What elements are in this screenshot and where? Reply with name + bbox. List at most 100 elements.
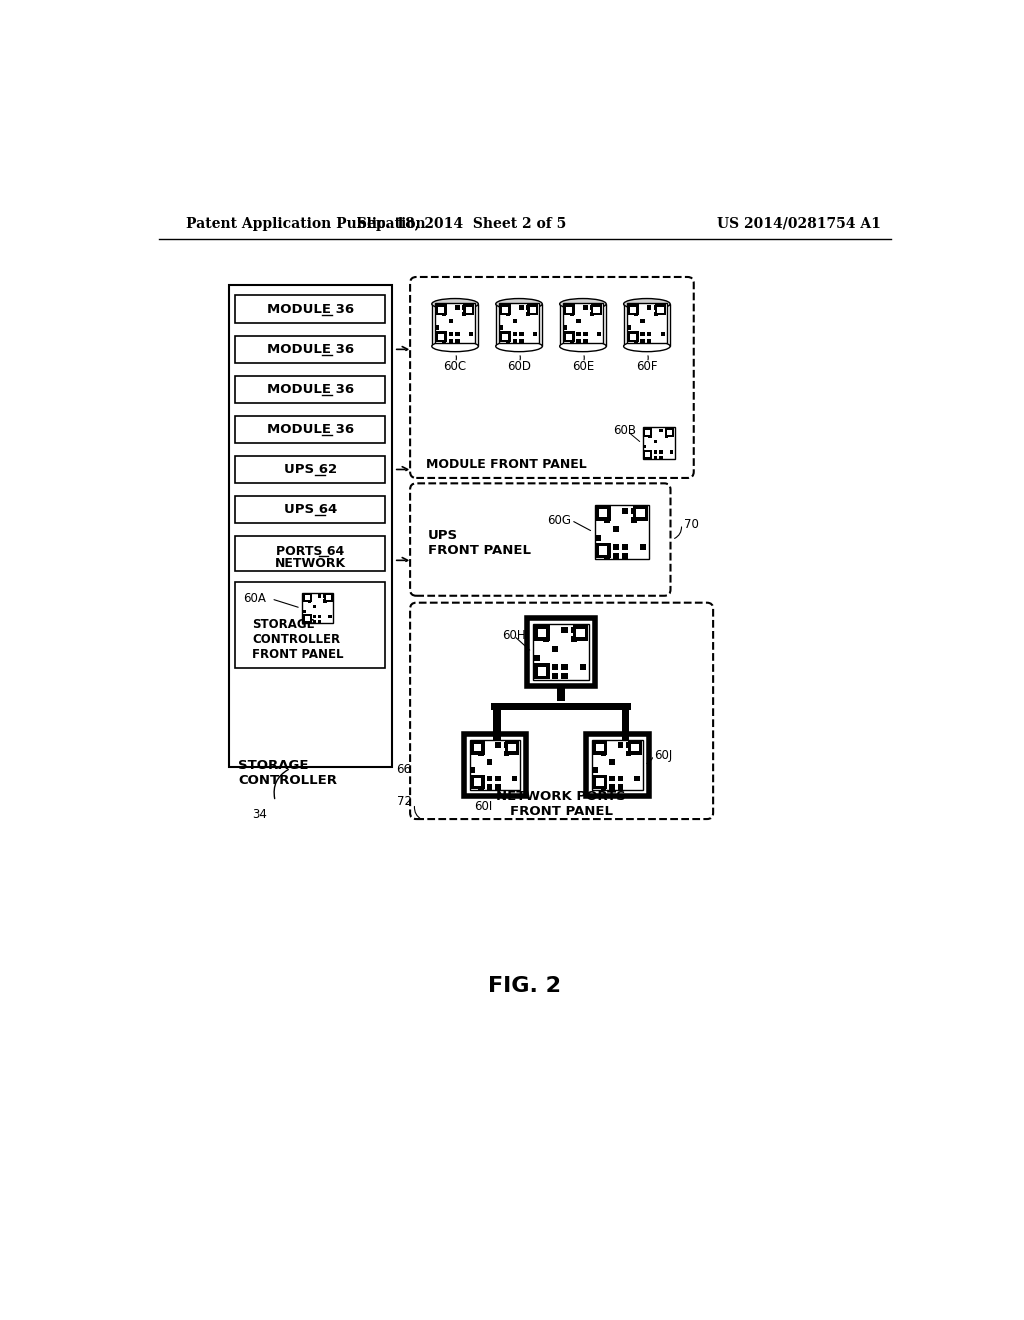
FancyBboxPatch shape (604, 544, 609, 549)
Text: STORAGE
CONTROLLER
FRONT PANEL: STORAGE CONTROLLER FRONT PANEL (252, 618, 343, 661)
FancyBboxPatch shape (566, 334, 572, 341)
Text: UPS
FRONT PANEL: UPS FRONT PANEL (428, 529, 530, 557)
FancyBboxPatch shape (653, 450, 657, 454)
FancyBboxPatch shape (668, 430, 673, 436)
FancyBboxPatch shape (486, 784, 493, 789)
FancyBboxPatch shape (613, 525, 618, 532)
FancyBboxPatch shape (500, 304, 511, 315)
FancyBboxPatch shape (590, 312, 594, 317)
FancyBboxPatch shape (441, 331, 446, 337)
FancyBboxPatch shape (595, 506, 610, 521)
FancyBboxPatch shape (504, 751, 509, 756)
FancyBboxPatch shape (463, 304, 474, 315)
Text: 72: 72 (397, 795, 413, 808)
Text: 60G: 60G (547, 513, 571, 527)
Ellipse shape (560, 298, 606, 309)
FancyBboxPatch shape (599, 546, 607, 554)
FancyBboxPatch shape (659, 450, 663, 454)
Text: STORAGE
CONTROLLER: STORAGE CONTROLLER (238, 759, 337, 787)
FancyBboxPatch shape (577, 318, 581, 323)
FancyBboxPatch shape (561, 664, 567, 671)
Text: NETWORK PORTS
FRONT PANEL: NETWORK PORTS FRONT PANEL (497, 789, 626, 817)
Text: NETWORK: NETWORK (274, 557, 346, 570)
FancyBboxPatch shape (506, 339, 510, 343)
FancyBboxPatch shape (313, 605, 316, 607)
FancyBboxPatch shape (617, 776, 623, 781)
FancyBboxPatch shape (470, 739, 520, 789)
FancyBboxPatch shape (469, 305, 473, 310)
FancyBboxPatch shape (569, 331, 574, 337)
FancyBboxPatch shape (622, 710, 630, 739)
FancyBboxPatch shape (456, 339, 460, 343)
FancyBboxPatch shape (597, 305, 601, 310)
FancyBboxPatch shape (493, 710, 501, 739)
FancyBboxPatch shape (659, 455, 663, 459)
FancyBboxPatch shape (604, 553, 609, 558)
Text: UPS 62: UPS 62 (284, 463, 337, 477)
FancyBboxPatch shape (469, 331, 473, 337)
FancyBboxPatch shape (596, 779, 604, 785)
FancyBboxPatch shape (449, 318, 453, 323)
Text: 60C: 60C (443, 360, 467, 372)
FancyBboxPatch shape (324, 594, 327, 598)
FancyBboxPatch shape (640, 544, 646, 549)
FancyBboxPatch shape (519, 339, 523, 343)
FancyBboxPatch shape (506, 312, 510, 317)
FancyBboxPatch shape (634, 339, 638, 343)
FancyBboxPatch shape (628, 304, 639, 315)
FancyBboxPatch shape (441, 312, 446, 317)
FancyBboxPatch shape (526, 305, 530, 310)
Text: 60F: 60F (636, 360, 657, 372)
FancyBboxPatch shape (660, 331, 665, 337)
FancyBboxPatch shape (308, 599, 311, 603)
FancyBboxPatch shape (635, 742, 640, 748)
FancyBboxPatch shape (665, 429, 668, 432)
FancyBboxPatch shape (591, 304, 602, 315)
FancyBboxPatch shape (653, 455, 657, 459)
FancyBboxPatch shape (594, 306, 600, 313)
FancyBboxPatch shape (595, 508, 601, 513)
FancyBboxPatch shape (645, 430, 650, 436)
FancyBboxPatch shape (313, 615, 316, 618)
FancyBboxPatch shape (643, 428, 652, 437)
FancyBboxPatch shape (601, 751, 606, 756)
FancyBboxPatch shape (622, 553, 628, 558)
FancyBboxPatch shape (636, 510, 644, 517)
FancyBboxPatch shape (329, 594, 332, 598)
FancyBboxPatch shape (563, 331, 574, 342)
FancyBboxPatch shape (647, 305, 651, 310)
FancyBboxPatch shape (655, 304, 667, 315)
FancyBboxPatch shape (626, 742, 632, 748)
FancyBboxPatch shape (324, 599, 327, 603)
FancyBboxPatch shape (643, 429, 646, 432)
FancyBboxPatch shape (512, 339, 517, 343)
FancyBboxPatch shape (560, 304, 606, 346)
Text: PORTS 64: PORTS 64 (276, 545, 344, 557)
FancyBboxPatch shape (410, 603, 713, 818)
Text: 34: 34 (252, 808, 267, 821)
FancyBboxPatch shape (500, 331, 511, 342)
FancyBboxPatch shape (627, 305, 632, 310)
FancyBboxPatch shape (496, 742, 501, 748)
FancyBboxPatch shape (622, 544, 628, 549)
FancyBboxPatch shape (595, 506, 649, 558)
FancyBboxPatch shape (572, 626, 589, 640)
FancyBboxPatch shape (470, 742, 475, 748)
FancyBboxPatch shape (318, 620, 322, 623)
FancyBboxPatch shape (538, 628, 546, 638)
FancyBboxPatch shape (519, 331, 523, 337)
FancyBboxPatch shape (577, 628, 585, 638)
Text: MODULE 36: MODULE 36 (266, 302, 353, 315)
FancyBboxPatch shape (645, 451, 650, 457)
FancyBboxPatch shape (617, 784, 623, 789)
FancyBboxPatch shape (492, 702, 631, 710)
FancyBboxPatch shape (478, 784, 484, 789)
FancyBboxPatch shape (318, 615, 322, 618)
FancyBboxPatch shape (234, 455, 385, 483)
FancyBboxPatch shape (640, 508, 646, 513)
FancyBboxPatch shape (324, 594, 333, 602)
Text: 70: 70 (684, 517, 698, 531)
FancyBboxPatch shape (313, 620, 316, 623)
FancyBboxPatch shape (580, 664, 586, 671)
FancyBboxPatch shape (502, 334, 508, 341)
